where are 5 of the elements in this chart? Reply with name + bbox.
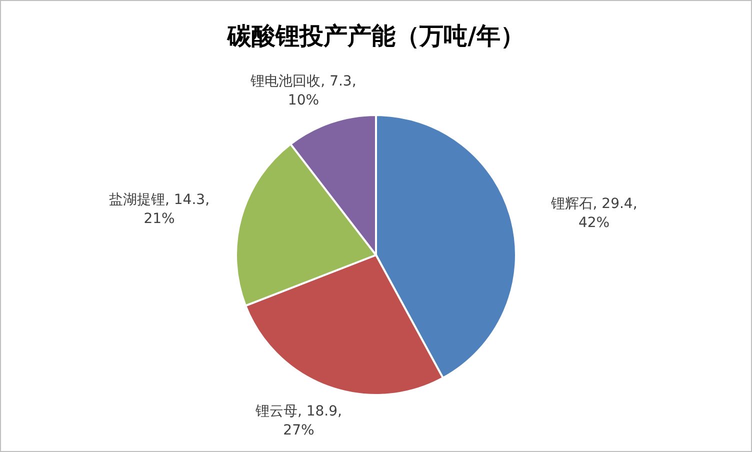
slice-label: 盐湖提锂, 14.3, 21% bbox=[109, 192, 210, 227]
slice-label: 锂电池回收, 7.3, 10% bbox=[250, 73, 356, 108]
slice-label: 锂辉石, 29.4, 42% bbox=[550, 196, 638, 231]
slice-label: 锂云母, 18.9, 27% bbox=[254, 403, 342, 438]
chart-title: 碳酸锂投产产能（万吨/年） bbox=[226, 22, 524, 50]
